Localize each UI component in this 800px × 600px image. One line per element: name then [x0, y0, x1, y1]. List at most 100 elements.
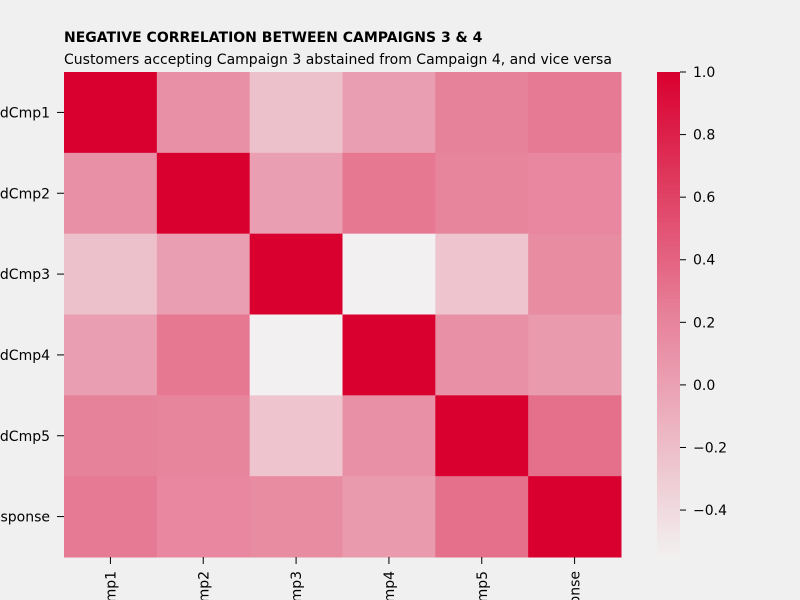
colorbar-slice — [657, 72, 680, 77]
colorbar-slice — [657, 209, 680, 215]
colorbar-slice — [657, 460, 680, 465]
heatmap-cell — [528, 152, 622, 235]
colorbar-slice — [657, 532, 680, 538]
heatmap-cell — [64, 314, 158, 396]
colorbar-slice — [657, 354, 680, 360]
colorbar-slice — [657, 371, 680, 376]
y-tick-label: AcceptedCmp3 — [0, 267, 50, 283]
colorbar-slice — [657, 524, 680, 530]
colorbar-slice — [657, 326, 680, 332]
colorbar-slice — [657, 419, 680, 425]
colorbar-slice — [657, 504, 680, 510]
y-tick-label: AcceptedCmp1 — [0, 105, 50, 121]
colorbar-tick-label: 0.2 — [693, 315, 715, 331]
colorbar-slice — [657, 330, 680, 336]
colorbar-slice — [657, 189, 680, 194]
colorbar-slice — [657, 411, 680, 417]
colorbar-slice — [657, 552, 680, 558]
colorbar-slice — [657, 290, 680, 295]
heatmap-cell — [64, 395, 158, 477]
colorbar-slice — [657, 233, 680, 239]
heatmap-cell — [528, 476, 622, 558]
colorbar-slice — [657, 472, 680, 477]
colorbar-slice — [657, 104, 680, 109]
colorbar-slice — [657, 152, 680, 158]
colorbar-slice — [657, 181, 680, 186]
colorbar-slice — [657, 346, 680, 352]
y-tick-label: AcceptedCmp4 — [0, 348, 50, 364]
colorbar-slice — [657, 266, 680, 271]
colorbar-slice — [657, 431, 680, 437]
heatmap-cell — [435, 233, 529, 315]
colorbar-slice — [657, 249, 680, 255]
colorbar-slice — [657, 298, 680, 303]
heatmap-cell — [249, 72, 343, 154]
heatmap-cell — [64, 233, 158, 315]
colorbar-slice — [657, 318, 680, 324]
x-tick-label: AcceptedCmp5 — [475, 571, 491, 600]
colorbar-slice — [657, 185, 680, 190]
heatmap-cell — [342, 395, 436, 477]
colorbar-slice — [657, 367, 680, 372]
colorbar-slice — [657, 488, 680, 493]
colorbar-slice — [657, 350, 680, 356]
heatmap-cell — [249, 233, 343, 315]
colorbar-slice — [657, 100, 680, 105]
colorbar-slice — [657, 193, 680, 198]
heatmap-cell — [342, 152, 436, 235]
colorbar-slice — [657, 286, 680, 291]
colorbar-tick-label: −0.2 — [693, 440, 727, 456]
colorbar-slice — [657, 435, 680, 441]
heatmap-cell — [435, 476, 529, 558]
colorbar-slice — [657, 270, 680, 275]
colorbar-slice — [657, 512, 680, 518]
colorbar-slice — [657, 516, 680, 522]
heatmap-cell — [156, 152, 251, 235]
colorbar-slice — [657, 500, 680, 506]
heatmap-cell — [528, 233, 622, 315]
colorbar-slice — [657, 88, 680, 93]
colorbar-slice — [657, 205, 680, 211]
colorbar-slice — [657, 391, 680, 396]
heatmap-cell — [435, 152, 529, 235]
colorbar-slice — [657, 124, 680, 130]
heatmap-cell — [156, 233, 251, 315]
x-tick-label: AcceptedCmp4 — [382, 571, 398, 600]
colorbar-slice — [657, 314, 680, 320]
colorbar-slice — [657, 334, 680, 340]
colorbar-slice — [657, 294, 680, 299]
colorbar-slice — [657, 306, 680, 312]
x-tick-label: AcceptedCmp1 — [103, 571, 119, 600]
colorbar-slice — [657, 423, 680, 429]
colorbar-slice — [657, 310, 680, 316]
colorbar-slice — [657, 92, 680, 97]
colorbar-slice — [657, 274, 680, 279]
colorbar-slice — [657, 363, 680, 368]
colorbar-slice — [657, 484, 680, 489]
heatmap-cell — [342, 314, 436, 396]
colorbar-tick-label: −0.4 — [693, 503, 727, 519]
colorbar-slice — [657, 76, 680, 81]
colorbar-slice — [657, 480, 680, 485]
colorbar-slice — [657, 464, 680, 469]
colorbar-slice — [657, 169, 680, 174]
x-tick-label: Response — [568, 571, 584, 600]
colorbar-slice — [657, 540, 680, 546]
colorbar-slice — [657, 282, 680, 287]
colorbar-slice — [657, 96, 680, 101]
colorbar-slice — [657, 201, 680, 206]
heatmap-cell — [64, 476, 158, 558]
colorbar-slice — [657, 451, 680, 457]
heatmap-cell — [342, 72, 436, 154]
colorbar-slice — [657, 116, 680, 122]
chart-subtitle: Customers accepting Campaign 3 abstained… — [64, 52, 612, 68]
colorbar-slice — [657, 80, 680, 85]
y-tick-label: AcceptedCmp2 — [0, 186, 50, 202]
colorbar-slice — [657, 492, 680, 497]
heatmap-cell — [156, 476, 251, 558]
colorbar-slice — [657, 496, 680, 502]
colorbar-slice — [657, 197, 680, 202]
colorbar-slice — [657, 387, 680, 392]
heatmap-cell — [435, 314, 529, 396]
